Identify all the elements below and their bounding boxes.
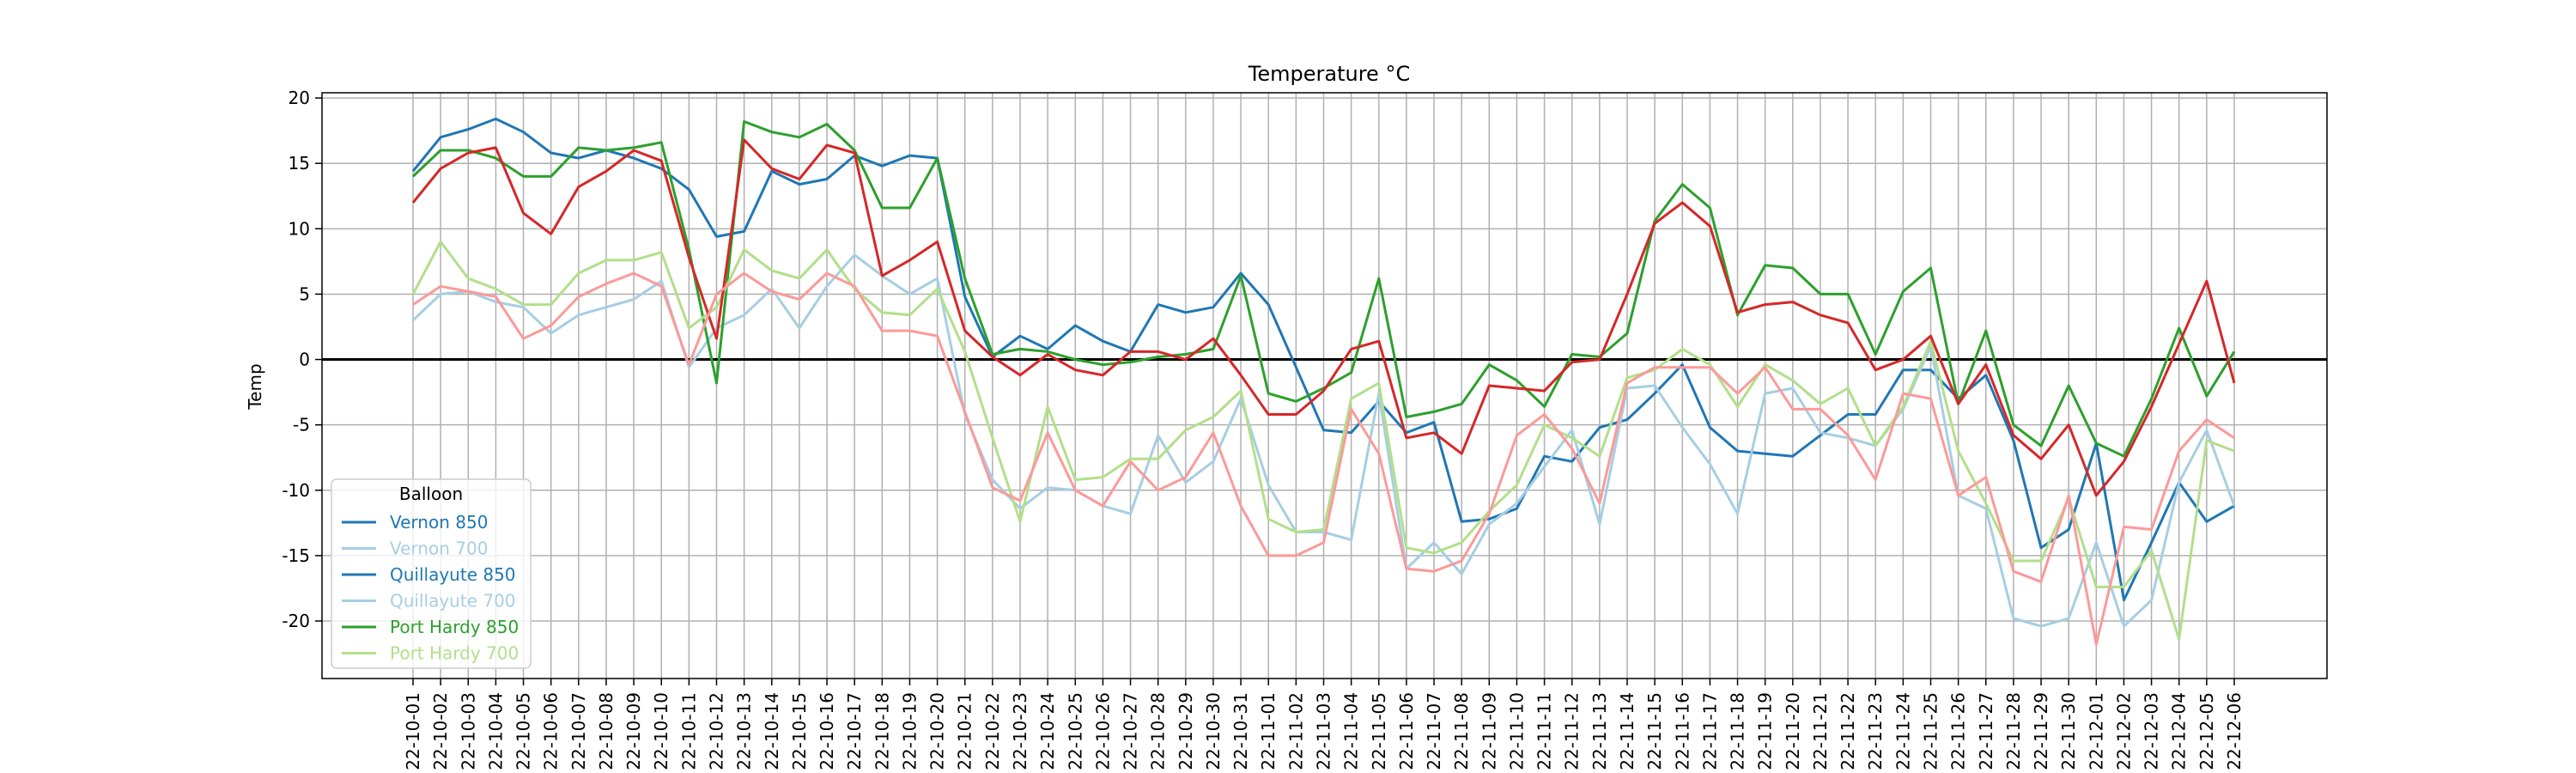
x-tick-label-50: 22-11-20 bbox=[1783, 692, 1803, 770]
y-axis-label: Temp bbox=[245, 363, 265, 410]
x-tick-label-53: 22-11-23 bbox=[1865, 692, 1886, 770]
series-line-2 bbox=[411, 120, 2236, 458]
x-tick-label-49: 22-11-19 bbox=[1755, 692, 1776, 770]
x-tick-label-52: 22-11-22 bbox=[1838, 692, 1858, 770]
x-tick-label-7: 22-10-08 bbox=[596, 692, 617, 770]
x-tick-label-47: 22-11-17 bbox=[1699, 692, 1720, 770]
x-tick-label-41: 22-11-11 bbox=[1534, 692, 1555, 770]
y-tick-label-3: -5 bbox=[293, 415, 310, 435]
x-tick-label-32: 22-11-02 bbox=[1285, 692, 1306, 770]
series-line-0 bbox=[411, 117, 2235, 602]
x-tick-label-38: 22-11-08 bbox=[1451, 692, 1472, 770]
x-tick-label-18: 22-10-19 bbox=[899, 692, 920, 770]
x-tick-label-56: 22-11-26 bbox=[1948, 692, 1969, 770]
x-tick-label-24: 22-10-25 bbox=[1065, 692, 1085, 770]
chart-title: Temperature °C bbox=[1248, 62, 1410, 86]
y-tick-label-8: 20 bbox=[289, 88, 310, 108]
x-tick-label-40: 22-11-10 bbox=[1506, 692, 1527, 770]
x-tick-label-23: 22-10-24 bbox=[1037, 692, 1058, 770]
x-tick-label-19: 22-10-20 bbox=[927, 692, 948, 770]
x-tick-label-48: 22-11-18 bbox=[1728, 692, 1748, 770]
series-line-3 bbox=[411, 240, 2235, 641]
legend-label-1: Vernon 700 bbox=[390, 539, 488, 559]
x-tick-label-1: 22-10-02 bbox=[430, 692, 451, 770]
x-tick-label-27: 22-10-28 bbox=[1148, 692, 1169, 770]
x-tick-label-36: 22-11-06 bbox=[1396, 692, 1417, 770]
x-tick-label-45: 22-11-15 bbox=[1644, 692, 1665, 770]
x-tick-label-33: 22-11-03 bbox=[1314, 692, 1334, 770]
x-tick-label-16: 22-10-17 bbox=[844, 692, 865, 770]
series-line-4 bbox=[411, 138, 2236, 497]
legend-label-5: Port Hardy 700 bbox=[390, 643, 519, 664]
x-tick-label-14: 22-10-15 bbox=[789, 692, 810, 770]
x-tick-label-30: 22-10-31 bbox=[1230, 692, 1251, 770]
legend-title: Balloon bbox=[399, 484, 463, 504]
x-tick-label-58: 22-11-28 bbox=[2003, 692, 2024, 770]
x-tick-label-31: 22-11-01 bbox=[1258, 692, 1279, 770]
x-tick-label-42: 22-11-12 bbox=[1562, 692, 1583, 770]
x-tick-label-0: 22-10-01 bbox=[403, 692, 423, 770]
x-tick-label-15: 22-10-16 bbox=[817, 692, 837, 770]
x-tick-label-64: 22-12-04 bbox=[2169, 692, 2190, 770]
legend-box bbox=[331, 478, 532, 669]
x-tick-label-25: 22-10-26 bbox=[1092, 692, 1113, 770]
y-tick-label-1: -15 bbox=[282, 545, 310, 566]
x-tick-label-34: 22-11-04 bbox=[1341, 692, 1362, 770]
grid-lines bbox=[322, 93, 2327, 679]
legend-label-2: Quillayute 850 bbox=[390, 564, 516, 585]
x-tick-label-43: 22-11-13 bbox=[1589, 692, 1610, 770]
x-tick-label-66: 22-12-06 bbox=[2224, 692, 2245, 770]
y-tick-label-7: 15 bbox=[289, 153, 310, 173]
x-tick-label-4: 22-10-05 bbox=[513, 692, 534, 770]
x-tick-label-55: 22-11-25 bbox=[1921, 692, 1941, 770]
x-tick-label-39: 22-11-09 bbox=[1479, 692, 1499, 770]
x-ticks: 22-10-01 22-10-02 22-10-03 22-10-04 22-10-05… bbox=[403, 679, 2245, 770]
y-tick-label-5: 5 bbox=[299, 283, 310, 304]
x-tick-label-26: 22-10-27 bbox=[1121, 692, 1141, 770]
x-tick-label-29: 22-10-30 bbox=[1203, 692, 1224, 770]
legend: Balloon Vernon 850 Vernon 700 Quillayute 8… bbox=[331, 478, 532, 669]
x-tick-label-62: 22-12-02 bbox=[2113, 692, 2134, 770]
series-line-5 bbox=[412, 271, 2235, 646]
x-tick-label-20: 22-10-21 bbox=[955, 692, 975, 770]
x-tick-label-22: 22-10-23 bbox=[1010, 692, 1030, 770]
plot-frame bbox=[321, 92, 2328, 679]
x-tick-label-5: 22-10-06 bbox=[541, 692, 562, 770]
x-tick-label-28: 22-10-29 bbox=[1176, 692, 1196, 770]
x-tick-label-13: 22-10-14 bbox=[762, 692, 782, 770]
x-tick-label-10: 22-10-11 bbox=[678, 692, 699, 770]
x-tick-label-8: 22-10-09 bbox=[623, 692, 644, 770]
legend-label-4: Port Hardy 850 bbox=[390, 617, 519, 637]
x-tick-label-60: 22-11-30 bbox=[2058, 692, 2079, 770]
y-ticks: -20 -15 -10 -5 0 5 10 15 20 bbox=[282, 88, 322, 631]
x-tick-label-2: 22-10-03 bbox=[458, 692, 478, 770]
x-tick-label-63: 22-12-03 bbox=[2142, 692, 2162, 770]
x-tick-label-3: 22-10-04 bbox=[485, 692, 506, 770]
x-tick-label-21: 22-10-22 bbox=[982, 692, 1003, 770]
y-tick-label-6: 10 bbox=[289, 218, 310, 239]
x-tick-label-9: 22-10-10 bbox=[651, 692, 671, 770]
x-tick-label-65: 22-12-05 bbox=[2196, 692, 2217, 770]
x-tick-label-51: 22-11-21 bbox=[1810, 692, 1831, 770]
x-tick-label-17: 22-10-18 bbox=[872, 692, 892, 770]
series-lines bbox=[411, 117, 2236, 646]
x-tick-label-6: 22-10-07 bbox=[568, 692, 589, 770]
x-tick-label-54: 22-11-24 bbox=[1893, 692, 1913, 770]
x-tick-label-44: 22-11-14 bbox=[1617, 692, 1637, 770]
x-tick-label-61: 22-12-01 bbox=[2086, 692, 2106, 770]
legend-items: Vernon 850 Vernon 700 Quillayute 850 Quilla… bbox=[342, 512, 519, 664]
x-tick-label-59: 22-11-29 bbox=[2031, 692, 2051, 770]
y-tick-label-0: -20 bbox=[282, 611, 310, 631]
legend-label-3: Quillayute 700 bbox=[390, 591, 516, 612]
y-tick-label-4: 0 bbox=[299, 350, 310, 370]
x-tick-label-11: 22-10-12 bbox=[707, 692, 727, 770]
x-tick-label-46: 22-11-16 bbox=[1672, 692, 1692, 770]
y-tick-label-2: -10 bbox=[282, 480, 310, 501]
x-tick-label-35: 22-11-05 bbox=[1369, 692, 1389, 770]
x-tick-label-37: 22-11-07 bbox=[1424, 692, 1444, 770]
x-tick-label-12: 22-10-13 bbox=[734, 692, 755, 770]
x-tick-label-57: 22-11-27 bbox=[1976, 692, 1996, 770]
legend-label-0: Vernon 850 bbox=[390, 512, 488, 533]
